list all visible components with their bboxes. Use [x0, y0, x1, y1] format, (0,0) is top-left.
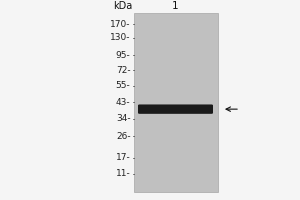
Text: 34-: 34- [116, 114, 130, 123]
FancyBboxPatch shape [138, 104, 213, 114]
Text: 130-: 130- [110, 33, 130, 42]
Text: 170-: 170- [110, 20, 130, 29]
Text: 72-: 72- [116, 66, 130, 75]
Text: 11-: 11- [116, 169, 130, 178]
Text: 26-: 26- [116, 132, 130, 141]
Text: 1: 1 [172, 1, 179, 11]
Text: kDa: kDa [113, 1, 133, 11]
Bar [134, 13, 218, 192]
Text: 95-: 95- [116, 51, 130, 60]
Text: 17-: 17- [116, 153, 130, 162]
Text: 55-: 55- [116, 81, 130, 90]
Text: 43-: 43- [116, 98, 130, 107]
